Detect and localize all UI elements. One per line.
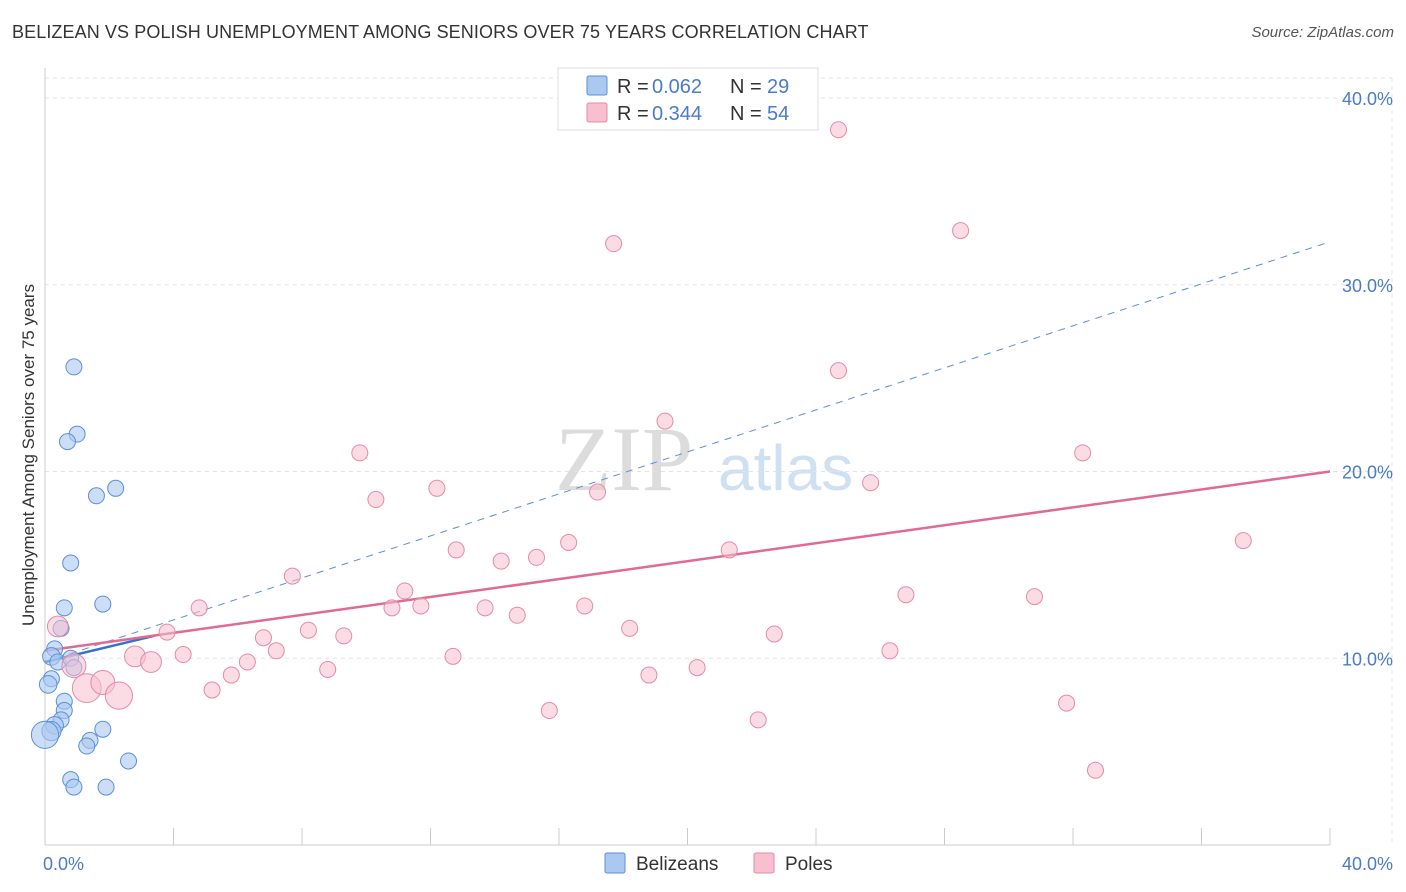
poles-point — [383, 599, 401, 617]
poles-point — [351, 444, 369, 462]
legend-n-value-1: 29 — [767, 76, 789, 98]
legend-swatch-poles — [586, 102, 608, 123]
poles-point — [640, 666, 658, 684]
poles-point — [283, 567, 301, 585]
trendlines — [44, 241, 1331, 664]
poles-point — [61, 653, 87, 679]
bottom-legend-swatch-belizeans — [604, 852, 626, 874]
poles-point — [158, 623, 176, 641]
poles-point — [299, 621, 317, 639]
legend-r-value-2: 0.344 — [652, 103, 702, 125]
chart-title: BELIZEAN VS POLISH UNEMPLOYMENT AMONG SE… — [12, 22, 869, 42]
poles-point — [621, 619, 639, 637]
poles-point — [46, 615, 69, 638]
poles-point — [412, 597, 430, 615]
belizeans-point — [38, 675, 58, 694]
x-tick-label-min: 0.0% — [43, 854, 84, 874]
poles-point — [203, 681, 221, 699]
poles-point — [508, 606, 526, 624]
legend-r-label-1: R = — [617, 76, 649, 98]
belizeans-point — [55, 599, 73, 617]
poles-point — [444, 647, 462, 665]
y-tick-label-0: 10.0% — [1342, 649, 1393, 669]
poles-point — [428, 479, 446, 497]
poles-point — [104, 681, 133, 710]
poles-point — [1025, 588, 1043, 606]
poles-point — [765, 625, 783, 643]
poles-points — [46, 121, 1252, 779]
poles-point — [862, 474, 880, 492]
poles-point — [1086, 761, 1104, 779]
poles-point — [447, 541, 465, 559]
belizeans-trendline-extended — [44, 241, 1331, 663]
legend-n-label-1: N = — [730, 76, 762, 98]
belizeans-point — [107, 479, 125, 497]
belizeans-point — [58, 433, 76, 451]
poles-trendline — [44, 470, 1331, 653]
legend-swatch-belizeans — [586, 75, 608, 96]
x-tick-label-max: 40.0% — [1342, 854, 1393, 874]
poles-point — [238, 653, 256, 671]
belizeans-point — [120, 752, 138, 770]
poles-point — [335, 627, 353, 645]
poles-point — [749, 711, 767, 729]
watermark-atlas: atlas — [718, 432, 853, 504]
legend-n-label-2: N = — [730, 103, 762, 125]
poles-point — [540, 702, 558, 720]
poles-point — [267, 642, 285, 660]
poles-point — [222, 666, 240, 684]
poles-point — [688, 659, 706, 677]
poles-point — [720, 541, 738, 559]
poles-point — [952, 222, 970, 240]
poles-point — [254, 629, 272, 647]
bottom-legend-swatch-poles — [753, 852, 775, 874]
legend-r-label-2: R = — [617, 103, 649, 125]
poles-point — [476, 599, 494, 617]
belizeans-point — [30, 720, 60, 749]
poles-point — [492, 552, 510, 570]
poles-point — [576, 597, 594, 615]
axes — [44, 68, 1331, 846]
poles-point — [1058, 694, 1076, 712]
poles-point — [1234, 532, 1252, 550]
poles-point — [605, 235, 623, 253]
poles-point — [897, 586, 915, 604]
poles-point — [589, 483, 607, 501]
belizeans-point — [62, 554, 80, 572]
belizeans-point — [87, 487, 105, 505]
poles-point — [319, 660, 337, 678]
series-legend: Belizeans Poles — [604, 852, 833, 875]
legend-n-value-2: 54 — [767, 103, 789, 125]
y-tick-label-2: 30.0% — [1342, 276, 1393, 296]
y-tick-label-3: 40.0% — [1342, 89, 1393, 109]
bottom-legend-label-belizeans: Belizeans — [636, 854, 718, 875]
bottom-legend-label-poles: Poles — [785, 854, 833, 875]
poles-point — [528, 548, 546, 566]
belizeans-point — [78, 737, 96, 755]
tick-labels: 10.0% 20.0% 30.0% 40.0% — [1342, 89, 1393, 669]
belizeans-points — [30, 358, 138, 796]
poles-point — [140, 651, 162, 673]
belizeans-point — [94, 720, 112, 738]
y-tick-label-1: 20.0% — [1342, 463, 1393, 483]
belizeans-point — [65, 778, 83, 796]
y-axis-title: Unemployment Among Seniors over 75 years — [19, 284, 38, 626]
belizeans-point — [65, 358, 83, 376]
poles-point — [367, 491, 385, 509]
poles-point — [174, 646, 192, 664]
poles-point — [560, 533, 578, 551]
poles-point — [1074, 444, 1092, 462]
poles-point — [881, 642, 899, 660]
poles-point — [829, 121, 847, 139]
poles-point — [190, 599, 208, 617]
poles-point — [396, 582, 414, 600]
belizeans-point — [94, 595, 112, 613]
belizeans-point — [97, 778, 115, 796]
source-label: Source: ZipAtlas.com — [1251, 24, 1394, 41]
poles-point — [656, 412, 674, 430]
poles-point — [829, 362, 847, 380]
legend-r-value-1: 0.062 — [652, 76, 702, 98]
stats-legend: R = 0.062 N = 29 R = 0.344 N = 54 — [557, 67, 819, 131]
